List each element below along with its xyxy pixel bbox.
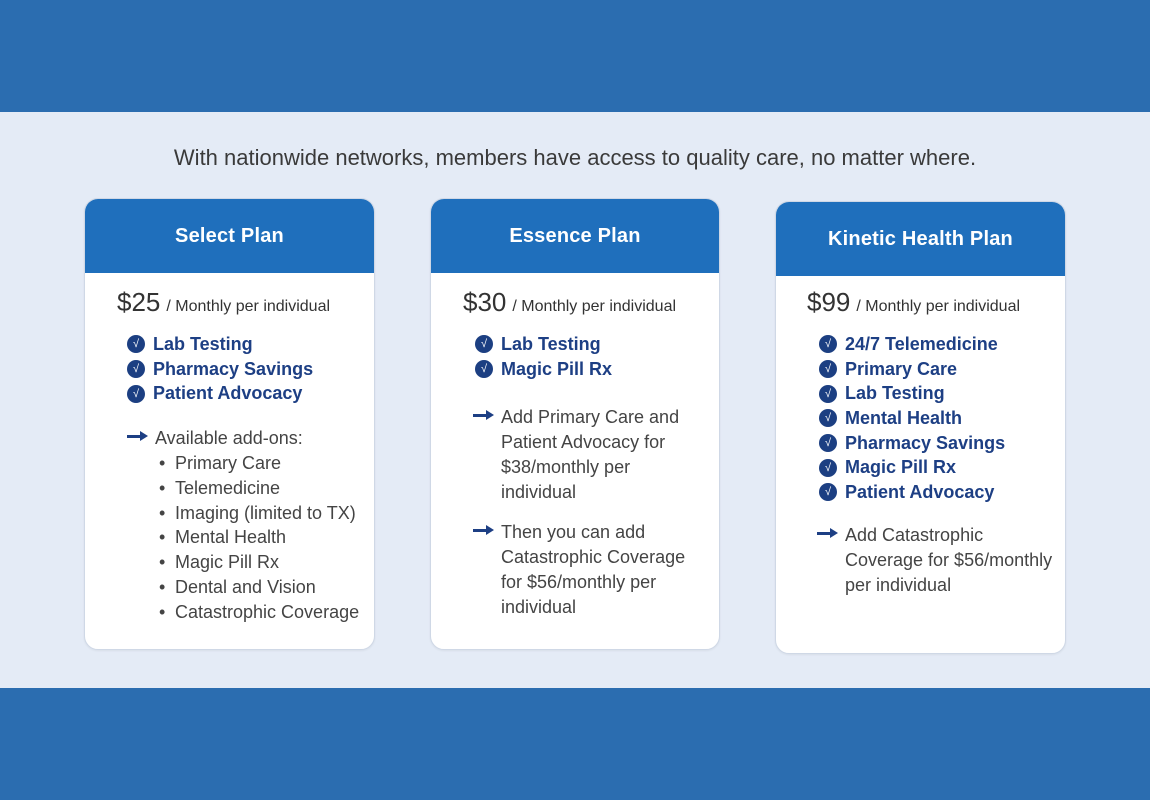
- plan-title: Essence Plan: [431, 199, 719, 273]
- bullet-dot: •: [159, 552, 166, 573]
- feature-item: √ Lab Testing: [819, 381, 1057, 406]
- feature-item: √ Lab Testing: [475, 332, 709, 357]
- feature-item: √ Patient Advocacy: [819, 480, 1057, 505]
- check-circle-icon: √: [819, 360, 837, 379]
- bullet-dot: •: [159, 601, 166, 622]
- plan-card-essence: Essence Plan $30 / Monthly per individua…: [430, 198, 720, 650]
- addon-label: Catastrophic Coverage: [175, 601, 360, 622]
- addon-item: • Primary Care: [159, 451, 364, 476]
- addon-list: • Primary Care • Telemedicine • Imaging (li…: [159, 451, 364, 625]
- feature-item: √ Magic Pill Rx: [475, 357, 709, 382]
- note-line: Add Primary Care and: [501, 407, 680, 428]
- note-line: Patient Advocacy for: [501, 432, 666, 453]
- check-circle-icon: √: [819, 434, 837, 453]
- feature-label: Pharmacy Savings: [153, 358, 314, 379]
- bullet-dot: •: [159, 477, 166, 498]
- upgrade-note: Then you can add Catastrophic Coverage f…: [473, 520, 709, 620]
- note-line: Add Catastrophic: [845, 524, 984, 545]
- note-line: Then you can add: [501, 522, 646, 543]
- feature-label: Lab Testing: [501, 333, 601, 354]
- check-circle-icon: √: [819, 335, 837, 354]
- feature-item: √ Magic Pill Rx: [819, 455, 1057, 480]
- bullet-dot: •: [159, 577, 166, 598]
- plan-title: Kinetic Health Plan: [776, 202, 1065, 276]
- note-line: Catastrophic Coverage: [501, 547, 686, 568]
- check-circle-icon: √: [127, 335, 145, 354]
- plan-price: $30 / Monthly per individual: [463, 287, 709, 318]
- feature-label: Patient Advocacy: [153, 383, 303, 404]
- feature-label: Patient Advocacy: [845, 481, 995, 502]
- note-line: Coverage for $56/monthly: [845, 549, 1053, 570]
- addon-item: • Magic Pill Rx: [159, 550, 364, 575]
- feature-item: √ Mental Health: [819, 406, 1057, 431]
- price-amount: $30: [463, 287, 507, 317]
- arrow-right-icon: [473, 520, 495, 540]
- addon-item: • Catastrophic Coverage: [159, 600, 364, 625]
- check-circle-icon: √: [475, 335, 493, 354]
- addons-label: Available add-ons:: [155, 428, 303, 449]
- check-circle-icon: √: [819, 409, 837, 428]
- arrow-right-icon: [473, 405, 495, 425]
- addon-label: Telemedicine: [175, 477, 281, 498]
- tagline: With nationwide networks, members have a…: [173, 145, 977, 170]
- addon-label: Imaging (limited to TX): [175, 502, 356, 523]
- addon-item: • Mental Health: [159, 525, 364, 550]
- price-unit: / Monthly per individual: [512, 298, 677, 315]
- bullet-dot: •: [159, 502, 166, 523]
- plan-price: $25 / Monthly per individual: [117, 287, 364, 318]
- feature-list: √ 24/7 Telemedicine √ Primary Care √ Lab Te…: [819, 332, 1057, 505]
- addon-item: • Dental and Vision: [159, 575, 364, 600]
- feature-label: Primary Care: [845, 358, 958, 379]
- feature-label: Mental Health: [845, 407, 963, 428]
- addon-label: Dental and Vision: [175, 577, 316, 598]
- arrow-right-icon: [127, 426, 149, 446]
- feature-label: 24/7 Telemedicine: [845, 333, 998, 354]
- plan-title: Select Plan: [85, 199, 374, 273]
- upgrade-note: Add Catastrophic Coverage for $56/monthl…: [817, 523, 1057, 598]
- note-line: for $56/monthly per: [501, 572, 657, 593]
- bottom-band: [0, 688, 1150, 800]
- addon-item: • Telemedicine: [159, 476, 364, 501]
- top-band: [0, 0, 1150, 112]
- plan-card-select: Select Plan $25 / Monthly per individual…: [84, 198, 375, 650]
- feature-item: √ Lab Testing: [127, 332, 364, 357]
- note-line: per individual: [845, 574, 952, 595]
- feature-label: Lab Testing: [845, 383, 945, 404]
- feature-label: Lab Testing: [153, 333, 253, 354]
- bullet-dot: •: [159, 527, 166, 548]
- price-amount: $25: [117, 287, 161, 317]
- feature-item: √ Pharmacy Savings: [127, 357, 364, 382]
- feature-item: √ Patient Advocacy: [127, 381, 364, 406]
- addon-item: • Imaging (limited to TX): [159, 501, 364, 526]
- addon-label: Mental Health: [175, 527, 287, 548]
- check-circle-icon: √: [819, 458, 837, 477]
- addons-note: Available add-ons:: [127, 426, 364, 451]
- check-circle-icon: √: [127, 360, 145, 379]
- check-circle-icon: √: [127, 384, 145, 403]
- plan-card-kinetic: Kinetic Health Plan $99 / Monthly per in…: [775, 201, 1066, 654]
- price-unit: / Monthly per individual: [166, 298, 331, 315]
- upgrade-note: Add Primary Care and Patient Advocacy fo…: [473, 405, 709, 505]
- addon-label: Primary Care: [175, 453, 282, 474]
- note-line: $38/monthly per individual: [501, 457, 631, 503]
- bullet-dot: •: [159, 453, 166, 474]
- feature-item: √ 24/7 Telemedicine: [819, 332, 1057, 357]
- feature-list: √ Lab Testing √ Magic Pill Rx: [475, 332, 709, 381]
- plan-price: $99 / Monthly per individual: [807, 287, 1057, 318]
- check-circle-icon: √: [819, 483, 837, 502]
- feature-label: Pharmacy Savings: [845, 432, 1006, 453]
- feature-list: √ Lab Testing √ Pharmacy Savings √ Patient …: [127, 332, 364, 406]
- addon-label: Magic Pill Rx: [175, 552, 280, 573]
- price-amount: $99: [807, 287, 851, 317]
- price-unit: / Monthly per individual: [856, 298, 1021, 315]
- feature-item: √ Pharmacy Savings: [819, 431, 1057, 456]
- check-circle-icon: √: [475, 360, 493, 379]
- arrow-right-icon: [817, 523, 839, 543]
- note-line: individual: [501, 597, 577, 618]
- check-circle-icon: √: [819, 384, 837, 403]
- feature-label: Magic Pill Rx: [501, 358, 613, 379]
- feature-label: Magic Pill Rx: [845, 457, 957, 478]
- feature-item: √ Primary Care: [819, 357, 1057, 382]
